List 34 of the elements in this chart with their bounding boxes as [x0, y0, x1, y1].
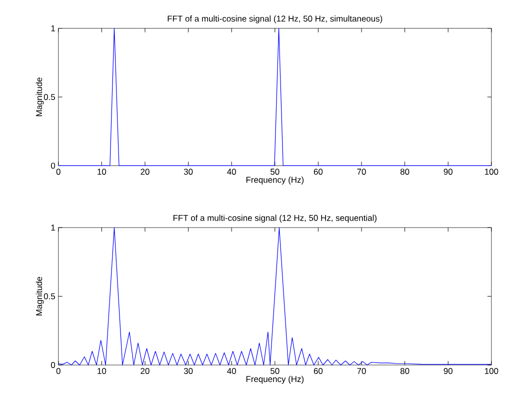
x-tick-label: 10	[98, 168, 106, 175]
x-tick-label: 90	[444, 168, 452, 175]
x-tick-label: 40	[227, 168, 236, 175]
y-tick-label: 0.5	[44, 94, 56, 100]
x-tick-label: 0	[56, 168, 60, 175]
x-tick-label: 70	[357, 168, 366, 175]
x-tick-label: 40	[227, 368, 236, 374]
x-tick-label: 20	[140, 168, 150, 175]
x-tick-label: 30	[184, 168, 193, 175]
x-tick-label: 90	[444, 368, 452, 374]
y-tick-label: 1	[51, 25, 55, 32]
y-tick-label: 0	[51, 162, 56, 169]
y-axis-title: Magnitude	[36, 78, 44, 116]
x-axis-title: Frequency (Hz)	[246, 176, 304, 184]
x-tick-label: 100	[484, 368, 498, 374]
x-tick-label: 10	[98, 368, 106, 374]
x-tick-label: 80	[400, 168, 410, 175]
x-tick-label: 60	[314, 368, 323, 374]
y-tick-label: 1	[51, 224, 55, 231]
x-tick-label: 100	[484, 168, 498, 175]
x-axis-title: Frequency (Hz)	[246, 376, 304, 384]
x-tick-label: 50	[270, 368, 280, 374]
x-tick-label: 60	[314, 168, 323, 175]
chart-title: FFT of a multi-cosine signal (12 Hz, 50 Hz, sequential)	[173, 214, 376, 223]
x-tick-label: 80	[400, 368, 410, 374]
x-tick-label: 0	[56, 368, 60, 374]
x-tick-label: 30	[184, 368, 193, 374]
y-tick-label: 0	[51, 362, 56, 368]
chart-title: FFT of a multi-cosine signal (12 Hz, 50 Hz, simultaneous)	[168, 15, 382, 24]
x-tick-label: 50	[270, 168, 280, 175]
x-tick-label: 70	[357, 368, 366, 374]
y-axis-title: Magnitude	[36, 276, 44, 316]
y-tick-label: 0.5	[44, 293, 56, 300]
x-tick-label: 20	[140, 368, 150, 374]
